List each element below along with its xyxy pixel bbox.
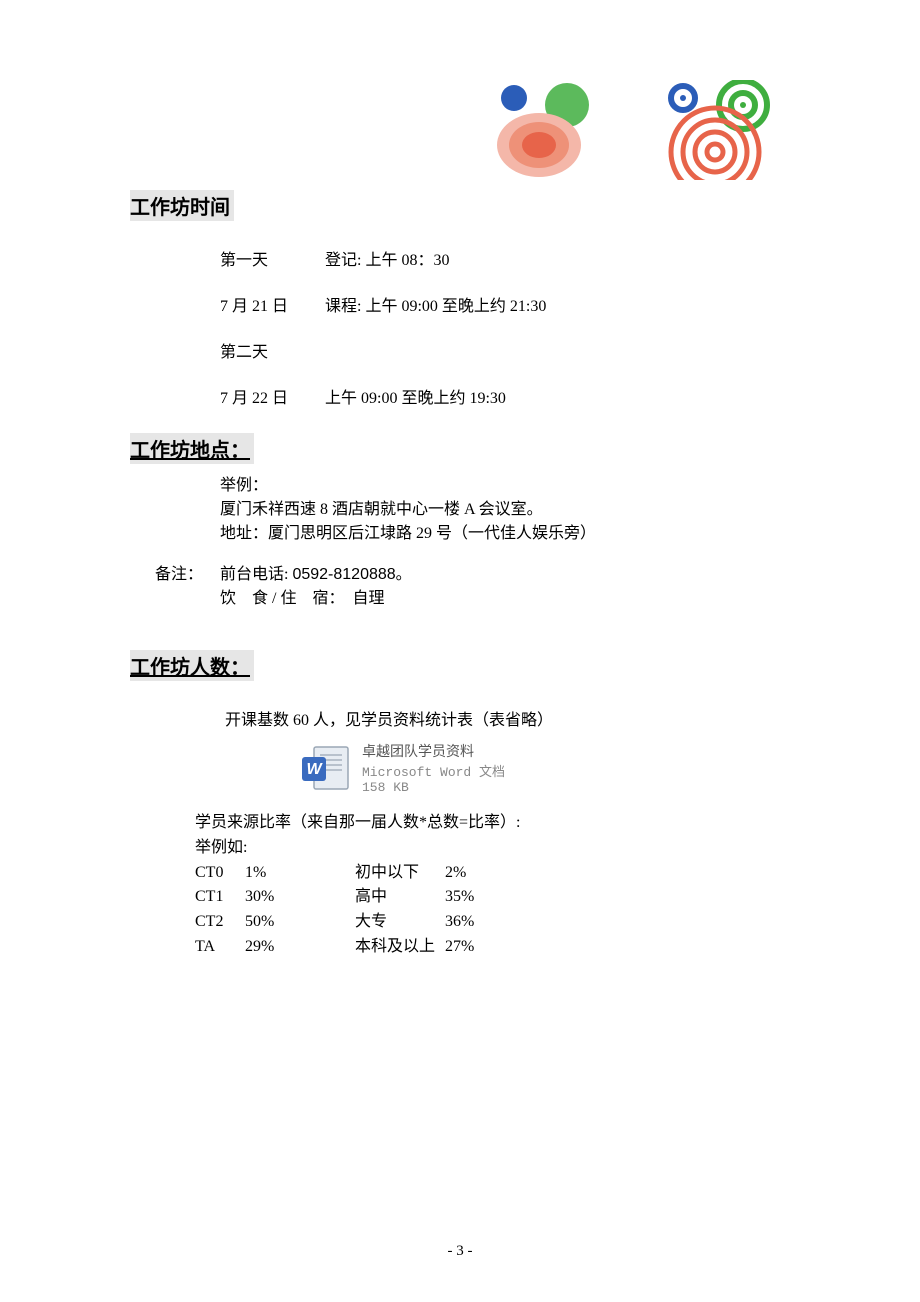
heading-time: 工作坊时间 [130, 190, 234, 221]
note-block: 备注： 前台电话: 0592-8120888。 饮 食 / 住 宿： 自理 [155, 560, 790, 608]
schedule-block: 第一天 登记: 上午 08：30 7 月 21 日 课程: 上午 09:00 至… [220, 249, 790, 411]
ratio-intro: 学员来源比率（来自那一届人数*总数=比率）: [195, 811, 790, 836]
ratio-label: 初中以下 [355, 861, 445, 886]
ratio-label: 高中 [355, 885, 445, 910]
ratio-value: 35% [445, 885, 495, 910]
ratio-row: 本科及以上27% [355, 935, 495, 960]
location-line: 地址：厦门思明区后江埭路 29 号（一代佳人娱乐旁） [220, 522, 790, 546]
note-content: 前台电话: 0592-8120888。 饮 食 / 住 宿： 自理 [220, 560, 412, 608]
ratio-example: 举例如: [195, 836, 790, 861]
ratio-value: 36% [445, 910, 495, 935]
location-example-label: 举例： [220, 474, 790, 498]
schedule-detail: 上午 09:00 至晚上约 19:30 [325, 387, 506, 411]
attachment-type: Microsoft Word 文档 [362, 761, 505, 780]
ratio-block: 学员来源比率（来自那一届人数*总数=比率）: 举例如: CT01% CT130%… [195, 811, 790, 960]
schedule-detail: 课程: 上午 09:00 至晚上约 21:30 [325, 295, 546, 319]
attachment-size: 158 KB [362, 780, 505, 795]
logo-left [489, 80, 629, 180]
section-people: 工作坊人数： 开课基数 60 人，见学员资料统计表（表省略） W 卓越团队学员资… [130, 650, 790, 960]
note-text: 前台电话: [220, 566, 292, 583]
ratio-row: TA29% [195, 935, 295, 960]
ratio-label: CT2 [195, 910, 245, 935]
document-page: 工作坊时间 第一天 登记: 上午 08：30 7 月 21 日 课程: 上午 0… [0, 0, 920, 1302]
page-number: - 3 - [0, 1243, 920, 1260]
ratio-label: 大专 [355, 910, 445, 935]
section-time: 工作坊时间 第一天 登记: 上午 08：30 7 月 21 日 课程: 上午 0… [130, 190, 790, 411]
svg-text:W: W [306, 761, 323, 778]
ratio-row: 高中35% [355, 885, 495, 910]
schedule-row: 7 月 22 日 上午 09:00 至晚上约 19:30 [220, 387, 790, 411]
section-location: 工作坊地点： 举例： 厦门禾祥西速 8 酒店朝就中心一楼 A 会议室。 地址：厦… [130, 433, 790, 608]
note-text: 。 [396, 566, 412, 583]
note-line: 饮 食 / 住 宿： 自理 [220, 584, 412, 608]
ratio-value: 1% [245, 861, 295, 886]
ratio-label: CT0 [195, 861, 245, 886]
schedule-day: 第一天 [220, 249, 325, 273]
schedule-detail: 登记: 上午 08：30 [325, 249, 449, 273]
note-label: 备注： [155, 560, 220, 608]
schedule-row: 第一天 登记: 上午 08：30 [220, 249, 790, 273]
ratio-value: 2% [445, 861, 495, 886]
ratio-label: CT1 [195, 885, 245, 910]
word-doc-icon: W [300, 743, 352, 793]
schedule-day: 7 月 22 日 [220, 387, 325, 411]
schedule-day: 第二天 [220, 341, 325, 365]
heading-location: 工作坊地点： [130, 433, 254, 464]
ratio-tables: CT01% CT130% CT250% TA29% 初中以下2% 高中35% 大… [195, 861, 790, 960]
attachment-info: 卓越团队学员资料 Microsoft Word 文档 158 KB [362, 741, 505, 795]
ratio-value: 50% [245, 910, 295, 935]
ratio-col-left: CT01% CT130% CT250% TA29% [195, 861, 295, 960]
ratio-col-right: 初中以下2% 高中35% 大专36% 本科及以上27% [355, 861, 495, 960]
header-logos [489, 80, 795, 180]
ratio-value: 30% [245, 885, 295, 910]
ratio-value: 29% [245, 935, 295, 960]
schedule-row: 7 月 21 日 课程: 上午 09:00 至晚上约 21:30 [220, 295, 790, 319]
ratio-label: 本科及以上 [355, 935, 445, 960]
schedule-day: 7 月 21 日 [220, 295, 325, 319]
attachment-title: 卓越团队学员资料 [362, 741, 505, 761]
location-line: 厦门禾祥西速 8 酒店朝就中心一楼 A 会议室。 [220, 498, 790, 522]
ratio-row: CT130% [195, 885, 295, 910]
note-line: 前台电话: 0592-8120888。 [220, 560, 412, 584]
ratio-value: 27% [445, 935, 495, 960]
attachment[interactable]: W 卓越团队学员资料 Microsoft Word 文档 158 KB [300, 741, 790, 795]
note-phone: 0592-8120888 [292, 566, 395, 583]
people-intro: 开课基数 60 人，见学员资料统计表（表省略） [225, 709, 790, 733]
ratio-label: TA [195, 935, 245, 960]
schedule-row: 第二天 [220, 341, 790, 365]
ratio-row: 初中以下2% [355, 861, 495, 886]
location-block: 举例： 厦门禾祥西速 8 酒店朝就中心一楼 A 会议室。 地址：厦门思明区后江埭… [220, 474, 790, 546]
ratio-row: CT01% [195, 861, 295, 886]
heading-people: 工作坊人数： [130, 650, 254, 681]
ratio-row: CT250% [195, 910, 295, 935]
logo-right [665, 80, 795, 180]
ratio-row: 大专36% [355, 910, 495, 935]
